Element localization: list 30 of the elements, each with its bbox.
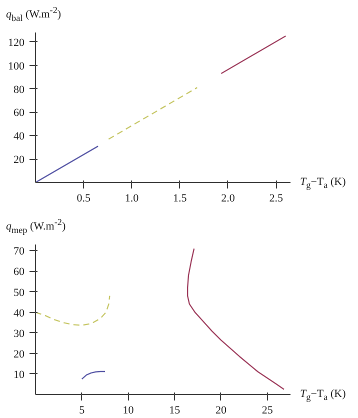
x-tick-label: 1.0 xyxy=(124,192,140,204)
x-tick-label: 20 xyxy=(215,404,227,416)
x-axis-title: T$_{g}$−T$_{a}$ (K) xyxy=(300,175,346,192)
y-tick-label: 120 xyxy=(8,36,25,49)
x-tick-label: 5 xyxy=(79,404,86,416)
x-tick-label: 10 xyxy=(122,404,134,416)
y-tick-label: 20 xyxy=(14,154,25,166)
y-tick-label: 60 xyxy=(14,266,25,278)
y-tick-label: 60 xyxy=(14,107,25,120)
y-tick-label: 80 xyxy=(14,84,25,96)
x-tick-label: 15 xyxy=(169,404,181,416)
y-tick-label: 10 xyxy=(14,368,25,381)
line-series xyxy=(186,248,285,390)
y-tick-label: 20 xyxy=(14,348,25,360)
y-tick-label: 40 xyxy=(14,130,25,143)
x-tick-label: 2.5 xyxy=(269,192,284,204)
y-tick-label: 30 xyxy=(14,328,25,340)
x-axis-title: T$_{g}$−T$_{a}$ (K) xyxy=(300,387,346,404)
x-tick-label: 25 xyxy=(262,404,274,416)
y-tick-label: 70 xyxy=(14,246,25,258)
x-tick-label: 2.0 xyxy=(221,192,236,204)
x-tick-label: 1.5 xyxy=(172,192,188,204)
y-axis-title: q$_{bal}$ (W.m$^{-2}$) xyxy=(6,4,62,25)
y-axis-title: q$_{mep}$ (W.m$^{-2}$) xyxy=(6,216,66,237)
y-tick-label: 100 xyxy=(8,60,25,72)
line-series xyxy=(81,370,106,380)
line-series xyxy=(36,295,110,326)
y-tick-label: 40 xyxy=(14,307,25,320)
x-tick-label: 0.5 xyxy=(76,192,91,204)
y-tick-label: 50 xyxy=(14,286,25,299)
